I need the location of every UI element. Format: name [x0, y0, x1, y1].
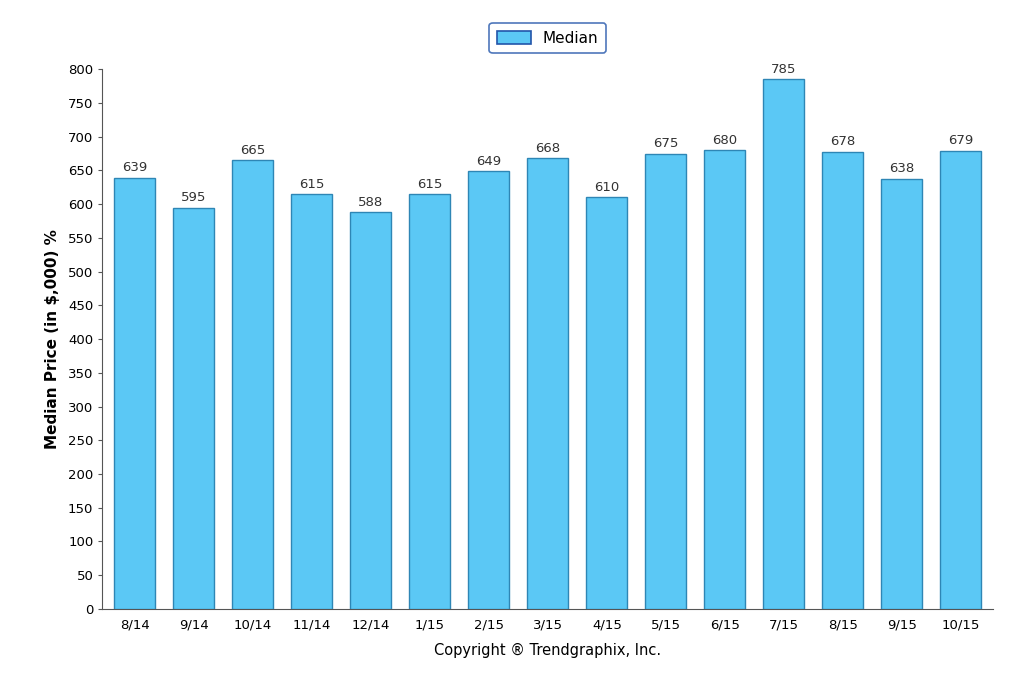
Bar: [763, 80, 805, 609]
Text: 649: 649: [476, 155, 502, 167]
Bar: [115, 178, 156, 609]
Bar: [173, 208, 214, 609]
Bar: [705, 150, 745, 609]
Bar: [291, 194, 333, 609]
Bar: [232, 161, 273, 609]
Bar: [645, 154, 686, 609]
Text: 639: 639: [122, 161, 147, 174]
Text: 638: 638: [889, 162, 914, 175]
Bar: [822, 152, 863, 609]
Bar: [410, 194, 451, 609]
Text: 679: 679: [948, 134, 974, 147]
Bar: [468, 171, 510, 609]
Bar: [350, 212, 391, 609]
Text: 678: 678: [830, 135, 855, 148]
Legend: Median: Median: [489, 23, 606, 53]
Text: 588: 588: [358, 196, 383, 209]
Bar: [940, 151, 981, 609]
Text: 675: 675: [653, 137, 679, 150]
Bar: [527, 158, 568, 609]
Text: 665: 665: [241, 144, 265, 157]
Text: 615: 615: [299, 178, 325, 190]
Bar: [882, 179, 923, 609]
Text: 785: 785: [771, 63, 797, 76]
Y-axis label: Median Price (in $,000) %: Median Price (in $,000) %: [45, 229, 59, 449]
Text: 668: 668: [536, 142, 560, 155]
Text: 610: 610: [594, 181, 620, 194]
Text: 615: 615: [417, 178, 442, 190]
Text: 680: 680: [713, 134, 737, 147]
Bar: [586, 197, 628, 609]
X-axis label: Copyright ® Trendgraphix, Inc.: Copyright ® Trendgraphix, Inc.: [434, 643, 662, 658]
Text: 595: 595: [181, 191, 207, 204]
